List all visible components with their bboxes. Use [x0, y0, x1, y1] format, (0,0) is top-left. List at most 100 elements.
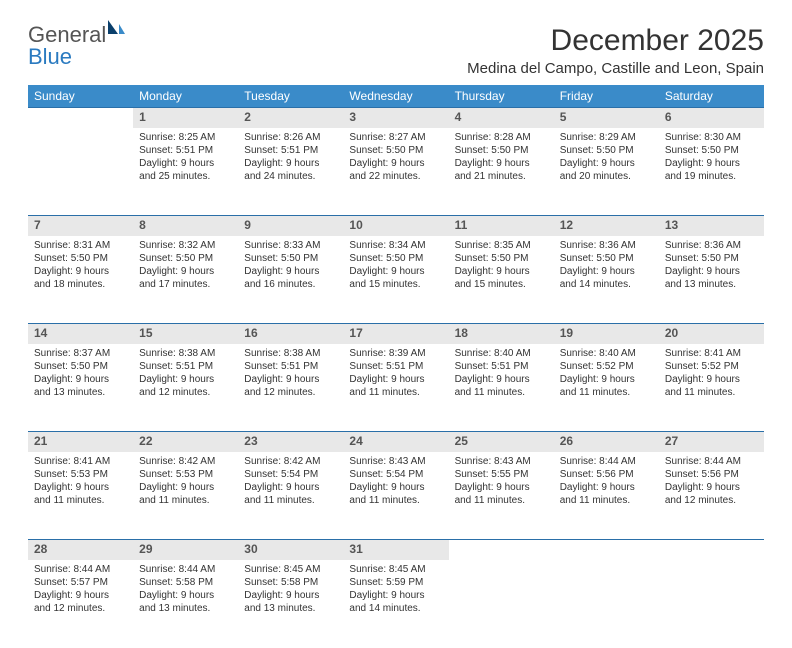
day-cell-empty: [28, 128, 133, 216]
day-detail-line: Sunrise: 8:42 AM: [139, 455, 232, 468]
day-detail-line: Sunrise: 8:39 AM: [349, 347, 442, 360]
day-detail-line: Sunrise: 8:34 AM: [349, 239, 442, 252]
day-number: 12: [554, 216, 659, 236]
day-detail-line: Daylight: 9 hours: [139, 373, 232, 386]
day-detail-line: Daylight: 9 hours: [349, 265, 442, 278]
day-number: 5: [554, 108, 659, 128]
day-number: 9: [238, 216, 343, 236]
day-detail-line: and 25 minutes.: [139, 170, 232, 183]
day-detail-line: Sunset: 5:58 PM: [139, 576, 232, 589]
day-cell: Sunrise: 8:42 AMSunset: 5:53 PMDaylight:…: [133, 452, 238, 540]
day-content-row: Sunrise: 8:25 AMSunset: 5:51 PMDaylight:…: [28, 128, 764, 216]
day-cell-empty: [554, 560, 659, 648]
day-cell: Sunrise: 8:45 AMSunset: 5:59 PMDaylight:…: [343, 560, 448, 648]
day-number: 29: [133, 540, 238, 560]
day-detail-line: Sunset: 5:50 PM: [560, 144, 653, 157]
day-cell: Sunrise: 8:35 AMSunset: 5:50 PMDaylight:…: [449, 236, 554, 324]
day-cell: Sunrise: 8:26 AMSunset: 5:51 PMDaylight:…: [238, 128, 343, 216]
day-detail-line: and 18 minutes.: [34, 278, 127, 291]
day-detail-line: Sunset: 5:55 PM: [455, 468, 548, 481]
day-detail-line: Sunrise: 8:44 AM: [139, 563, 232, 576]
weekday-header: Sunday: [28, 85, 133, 108]
day-detail-line: Sunrise: 8:29 AM: [560, 131, 653, 144]
day-number: 14: [28, 324, 133, 344]
day-number-empty: [659, 540, 764, 560]
day-detail-line: Sunset: 5:54 PM: [244, 468, 337, 481]
day-number: 30: [238, 540, 343, 560]
day-cell: Sunrise: 8:44 AMSunset: 5:57 PMDaylight:…: [28, 560, 133, 648]
weekday-row: SundayMondayTuesdayWednesdayThursdayFrid…: [28, 85, 764, 108]
day-detail-line: and 14 minutes.: [560, 278, 653, 291]
day-detail-line: Sunrise: 8:44 AM: [560, 455, 653, 468]
day-cell: Sunrise: 8:31 AMSunset: 5:50 PMDaylight:…: [28, 236, 133, 324]
day-detail-line: and 14 minutes.: [349, 602, 442, 615]
day-number: 25: [449, 432, 554, 452]
day-number: 31: [343, 540, 448, 560]
day-detail-line: Sunset: 5:51 PM: [244, 144, 337, 157]
day-detail-line: Sunrise: 8:30 AM: [665, 131, 758, 144]
day-content-row: Sunrise: 8:41 AMSunset: 5:53 PMDaylight:…: [28, 452, 764, 540]
day-detail-line: Sunrise: 8:42 AM: [244, 455, 337, 468]
day-number: 10: [343, 216, 448, 236]
calendar-head: SundayMondayTuesdayWednesdayThursdayFrid…: [28, 85, 764, 108]
day-number: 11: [449, 216, 554, 236]
day-detail-line: and 12 minutes.: [244, 386, 337, 399]
day-number-row: 21222324252627: [28, 432, 764, 452]
day-detail-line: Daylight: 9 hours: [349, 481, 442, 494]
day-detail-line: Sunrise: 8:45 AM: [244, 563, 337, 576]
day-detail-line: Daylight: 9 hours: [455, 373, 548, 386]
day-detail-line: Sunset: 5:56 PM: [560, 468, 653, 481]
weekday-header: Saturday: [659, 85, 764, 108]
day-cell: Sunrise: 8:44 AMSunset: 5:56 PMDaylight:…: [554, 452, 659, 540]
day-detail-line: Sunrise: 8:38 AM: [244, 347, 337, 360]
day-detail-line: Sunrise: 8:33 AM: [244, 239, 337, 252]
day-detail-line: and 11 minutes.: [349, 494, 442, 507]
day-detail-line: Sunset: 5:50 PM: [560, 252, 653, 265]
day-detail-line: and 11 minutes.: [665, 386, 758, 399]
day-detail-line: Sunrise: 8:28 AM: [455, 131, 548, 144]
day-detail-line: and 11 minutes.: [560, 386, 653, 399]
day-number: 24: [343, 432, 448, 452]
day-cell: Sunrise: 8:40 AMSunset: 5:51 PMDaylight:…: [449, 344, 554, 432]
day-detail-line: Sunset: 5:53 PM: [34, 468, 127, 481]
day-detail-line: Sunset: 5:50 PM: [349, 252, 442, 265]
day-detail-line: Sunrise: 8:44 AM: [665, 455, 758, 468]
month-title: December 2025: [467, 24, 764, 58]
day-detail-line: Sunrise: 8:44 AM: [34, 563, 127, 576]
day-number-row: 78910111213: [28, 216, 764, 236]
day-cell: Sunrise: 8:29 AMSunset: 5:50 PMDaylight:…: [554, 128, 659, 216]
day-detail-line: Sunset: 5:56 PM: [665, 468, 758, 481]
title-block: December 2025 Medina del Campo, Castille…: [467, 24, 764, 77]
day-detail-line: and 20 minutes.: [560, 170, 653, 183]
day-detail-line: Sunset: 5:50 PM: [349, 144, 442, 157]
day-number-row: 28293031: [28, 540, 764, 560]
day-detail-line: Sunrise: 8:36 AM: [560, 239, 653, 252]
day-cell: Sunrise: 8:42 AMSunset: 5:54 PMDaylight:…: [238, 452, 343, 540]
day-cell: Sunrise: 8:38 AMSunset: 5:51 PMDaylight:…: [133, 344, 238, 432]
day-detail-line: and 16 minutes.: [244, 278, 337, 291]
day-number: 7: [28, 216, 133, 236]
day-detail-line: and 13 minutes.: [665, 278, 758, 291]
day-detail-line: Sunset: 5:50 PM: [455, 252, 548, 265]
day-number: 1: [133, 108, 238, 128]
day-detail-line: and 13 minutes.: [244, 602, 337, 615]
weekday-header: Wednesday: [343, 85, 448, 108]
day-detail-line: Sunrise: 8:40 AM: [560, 347, 653, 360]
day-detail-line: Sunset: 5:50 PM: [139, 252, 232, 265]
day-cell: Sunrise: 8:30 AMSunset: 5:50 PMDaylight:…: [659, 128, 764, 216]
day-detail-line: Sunrise: 8:27 AM: [349, 131, 442, 144]
day-detail-line: Daylight: 9 hours: [455, 265, 548, 278]
day-cell: Sunrise: 8:44 AMSunset: 5:56 PMDaylight:…: [659, 452, 764, 540]
day-detail-line: and 17 minutes.: [139, 278, 232, 291]
day-number: 16: [238, 324, 343, 344]
day-detail-line: Daylight: 9 hours: [244, 589, 337, 602]
location: Medina del Campo, Castille and Leon, Spa…: [467, 60, 764, 77]
day-detail-line: Sunrise: 8:41 AM: [665, 347, 758, 360]
day-content-row: Sunrise: 8:44 AMSunset: 5:57 PMDaylight:…: [28, 560, 764, 648]
day-detail-line: Sunrise: 8:36 AM: [665, 239, 758, 252]
day-detail-line: Sunset: 5:50 PM: [665, 252, 758, 265]
day-number: 26: [554, 432, 659, 452]
day-detail-line: Daylight: 9 hours: [665, 157, 758, 170]
day-number-empty: [28, 108, 133, 128]
day-detail-line: Daylight: 9 hours: [244, 481, 337, 494]
